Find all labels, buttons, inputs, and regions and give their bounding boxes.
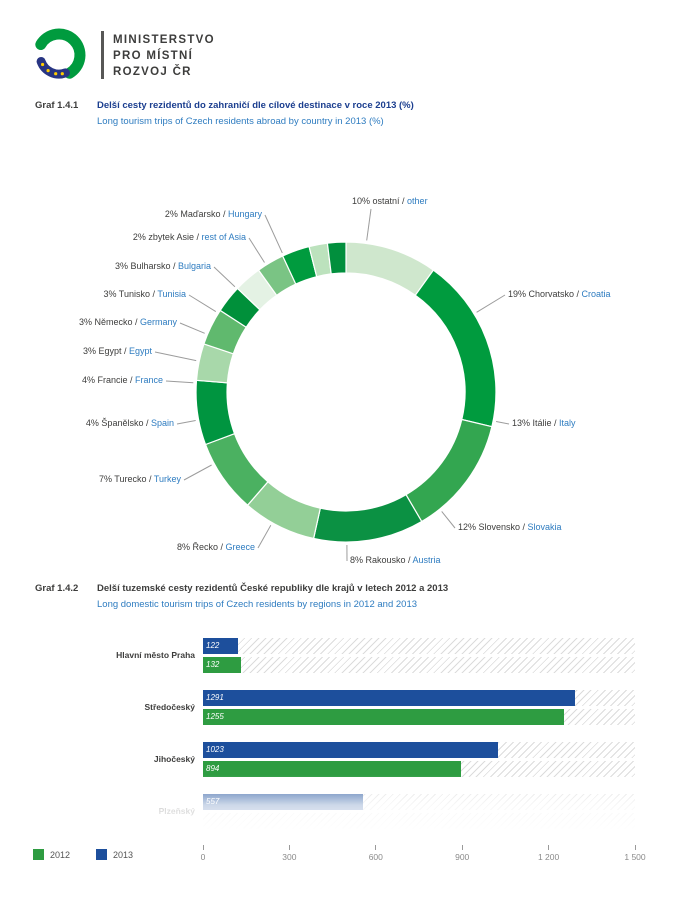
donut-segment-hungary	[326, 241, 347, 275]
bar-2012: 894	[203, 761, 461, 777]
bar-value-label: 1023	[206, 745, 224, 754]
chart2-title-en: Long domestic tourism trips of Czech res…	[97, 599, 418, 610]
chart1-title-cs: Delší cesty rezidentů do zahraničí dle c…	[97, 100, 414, 111]
donut-chart	[154, 208, 510, 562]
x-axis-tick-label: 0	[200, 852, 206, 862]
x-axis-tick	[288, 845, 290, 850]
donut-leader-line	[176, 420, 196, 425]
ministry-name-line: ROZVOJ ČR	[113, 66, 192, 78]
bar-2012: 1255	[203, 709, 565, 725]
x-axis-tick-label: 300	[282, 852, 297, 862]
ministry-name: MINISTERSTVO PRO MÍSTNÍ ROZVOJ ČR	[113, 32, 215, 80]
bar-value-label: 122	[206, 641, 220, 650]
bar-hatch-track: 1291	[203, 690, 635, 706]
mmr-logo-graphic	[35, 28, 86, 79]
bar-value-label: 1255	[206, 712, 224, 721]
donut-leader-line	[154, 351, 197, 362]
bar-hatch-track: 122	[203, 638, 635, 654]
ministry-name-line: PRO MÍSTNÍ	[113, 50, 194, 62]
logo-divider	[101, 31, 104, 79]
bar-hatch-track: 1255	[203, 709, 635, 725]
bar-hatch-track: 132	[203, 657, 635, 673]
bar-category-label: Středočeský	[144, 701, 195, 712]
bar-hatch-track: 894	[203, 761, 635, 777]
donut-leader-line	[476, 294, 506, 313]
bar-2013: 1291	[203, 690, 575, 706]
donut-leader-line	[213, 266, 236, 288]
legend-item-2012: 2012	[33, 849, 70, 860]
donut-leader-line	[366, 208, 372, 241]
graf-1-4-1-label: Graf 1.4.1	[35, 100, 79, 111]
bar-value-label: 1291	[206, 693, 224, 702]
donut-leader-line	[248, 237, 265, 263]
chart-legend: 2012 2013	[33, 849, 133, 860]
donut-leader-line	[496, 421, 510, 425]
ministry-name-line: MINISTERSTVO	[113, 34, 215, 46]
x-axis-tick-label: 1 500	[624, 852, 646, 862]
bar-2012: 132	[203, 657, 241, 673]
x-axis-tick	[461, 845, 463, 850]
donut-leader-line	[179, 322, 205, 334]
bar-2013: 1023	[203, 742, 498, 758]
graf-1-4-2-label: Graf 1.4.2	[35, 583, 79, 594]
donut-leader-line	[257, 525, 272, 549]
donut-leader-line	[165, 380, 194, 384]
bar-category-label: Hlavní město Praha	[116, 649, 195, 660]
legend-swatch	[96, 849, 108, 860]
x-axis-tick-label: 600	[368, 852, 383, 862]
logo-star	[46, 69, 50, 73]
logo-star	[41, 62, 45, 67]
legend-swatch	[33, 849, 44, 860]
logo-star	[60, 72, 64, 76]
x-axis-tick	[634, 845, 636, 850]
bar-category-label: Jihočeský	[153, 753, 195, 764]
x-axis-tick	[375, 845, 377, 850]
x-axis-tick-label: 900	[455, 852, 470, 862]
legend-label: 2012	[50, 849, 71, 860]
x-axis-tick-label: 1 200	[537, 852, 560, 862]
chart1-title-en: Long tourism trips of Czech residents ab…	[97, 116, 384, 127]
x-axis-tick	[548, 845, 550, 850]
bar-value-label: 132	[206, 660, 220, 669]
bar-2013: 122	[203, 638, 239, 654]
logo-green-swoosh	[35, 28, 86, 79]
donut-leader-line	[188, 294, 217, 313]
chart2-title-cs: Delší tuzemské cesty rezidentů České rep…	[97, 583, 449, 594]
legend-item-2013: 2013	[96, 849, 133, 860]
logo-star	[54, 72, 58, 76]
donut-leader-line	[441, 511, 456, 529]
donut-leader-line	[264, 214, 283, 254]
mmr-logo	[30, 26, 88, 84]
legend-label: 2013	[113, 849, 134, 860]
donut-leader-line	[183, 464, 212, 481]
bar-value-label: 894	[206, 764, 220, 773]
bar-hatch-track: 1023	[203, 742, 635, 758]
x-axis-tick	[202, 845, 204, 850]
